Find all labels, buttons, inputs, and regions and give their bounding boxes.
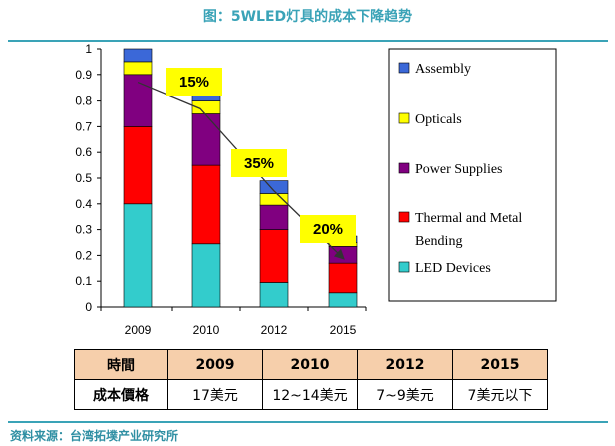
table-header-cell: 2015 (452, 349, 548, 380)
table-header-row: 時間 2009 2010 2012 2015 (74, 349, 548, 380)
y-tick-label: 0 (85, 300, 92, 314)
y-tick-label: 0.1 (75, 274, 92, 288)
y-tick-label: 0.9 (75, 68, 92, 82)
bar-segment (328, 292, 358, 308)
bar-segment (123, 48, 153, 63)
legend-box (388, 48, 557, 302)
table-cell: 7~9美元 (357, 379, 453, 410)
title-divider (8, 40, 608, 42)
legend-label: Bending (415, 234, 462, 249)
bar-segment (259, 204, 289, 230)
x-tick-label: 2015 (330, 323, 357, 337)
callout-box (166, 68, 222, 96)
bar-segment (191, 243, 221, 308)
legend-swatch (398, 62, 410, 74)
callout-label: 35% (244, 155, 274, 172)
y-tick-label: 0.8 (75, 94, 92, 108)
bar-segment (259, 193, 289, 206)
legend-swatch (398, 211, 410, 223)
y-tick-label: 0.2 (75, 248, 92, 262)
footer-divider (8, 421, 608, 423)
legend-label: Assembly (415, 62, 471, 77)
bar-segment (123, 61, 153, 76)
table-cell: 17美元 (167, 379, 263, 410)
callout-label: 20% (313, 221, 343, 238)
bar-segment (191, 113, 221, 166)
y-tick-label: 1 (85, 42, 92, 56)
bar-segment (328, 242, 358, 247)
table-header-cell: 時間 (74, 349, 168, 380)
x-tick-label: 2009 (125, 323, 152, 337)
table-header-cell: 2009 (167, 349, 263, 380)
table-cell: 12~14美元 (262, 379, 358, 410)
legend-label: Opticals (415, 112, 462, 127)
callout-label: 15% (179, 74, 209, 91)
bar-segment (123, 126, 153, 205)
legend-swatch (398, 261, 410, 273)
chart-title: 图：5WLED灯具的成本下降趋势 (202, 9, 413, 25)
y-tick-label: 0.5 (75, 171, 92, 185)
bar-segment (259, 282, 289, 308)
table-row-header: 成本價格 (74, 379, 168, 410)
source-note: 资料来源：台湾拓墣产业研究所 (10, 429, 179, 443)
y-tick-label: 0.4 (75, 197, 92, 211)
callout-box (231, 149, 287, 177)
legend-label: Power Supplies (415, 162, 503, 177)
legend-label: Thermal and Metal (415, 211, 522, 226)
x-tick-label: 2010 (193, 323, 220, 337)
table-header-cell: 2012 (357, 349, 453, 380)
bar-segment (123, 203, 153, 308)
legend-swatch (398, 162, 410, 174)
y-tick-label: 0.6 (75, 145, 92, 159)
x-tick-label: 2012 (261, 323, 288, 337)
bar-segment (259, 229, 289, 283)
callout-box (300, 215, 356, 243)
legend-swatch (398, 112, 410, 124)
table-header-cell: 2010 (262, 349, 358, 380)
y-tick-label: 0.7 (75, 119, 92, 133)
table-row: 成本價格 17美元 12~14美元 7~9美元 7美元以下 (74, 379, 548, 410)
table-cell: 7美元以下 (452, 379, 548, 410)
y-tick-label: 0.3 (75, 223, 92, 237)
cost-price-table: 時間 2009 2010 2012 2015 成本價格 17美元 12~14美元… (74, 349, 548, 410)
bar-segment (328, 262, 358, 294)
bar-segment (123, 74, 153, 127)
legend-label: LED Devices (415, 261, 491, 276)
bar-segment (191, 164, 221, 245)
